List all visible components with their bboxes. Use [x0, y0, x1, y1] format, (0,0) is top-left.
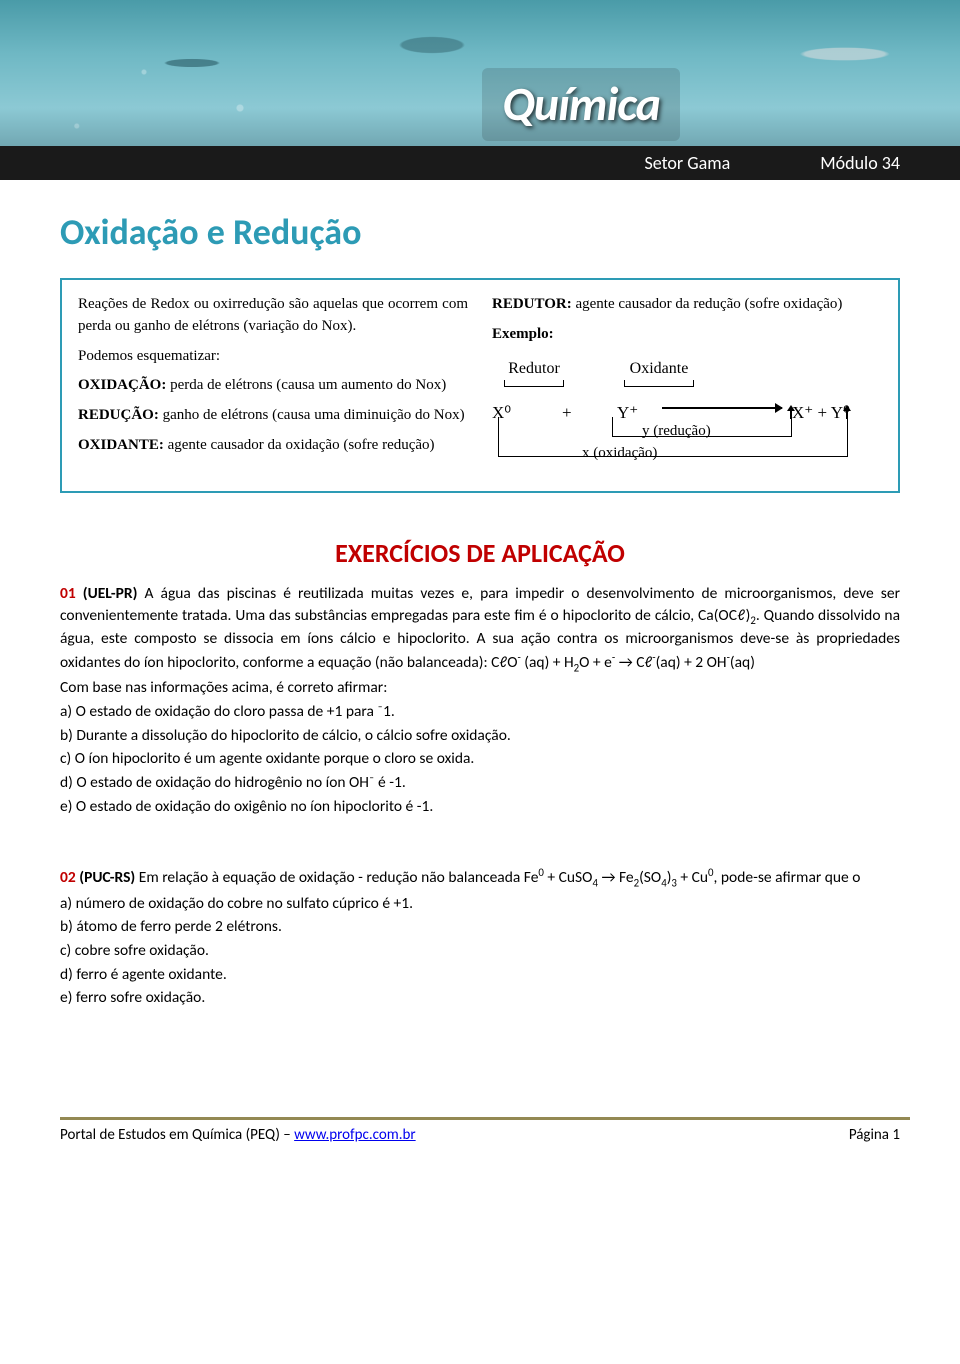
question-02: 02 (PUC-RS) Em relação à equação de oxid… — [60, 865, 900, 1009]
info-exemplo: Exemplo: — [492, 324, 882, 346]
q2-opt-c: c) cobre sofre oxidação. — [60, 940, 900, 962]
banner-title-box: Química — [482, 68, 680, 141]
footer-left: Portal de Estudos em Química (PEQ) – www… — [60, 1126, 416, 1144]
footer-page: Página 1 — [849, 1126, 900, 1144]
info-redutor-label: REDUTOR: — [492, 296, 572, 312]
q2-opt-d: d) ferro é agente oxidante. — [60, 964, 900, 986]
banner-setor: Setor Gama — [644, 152, 730, 174]
q1-options: Com base nas informações acima, é corret… — [60, 677, 900, 817]
q2-body-2: + CuSO — [544, 868, 593, 887]
info-col-right: REDUTOR: agente causador da redução (sof… — [492, 294, 882, 473]
info-intro: Reações de Redox ou oxirredução são aque… — [78, 294, 468, 338]
q1-body-6: (aq) + 2 OH — [656, 653, 727, 672]
diag-arrow — [662, 407, 782, 409]
q2-body-7: , pode-se afirmar que o — [714, 868, 861, 887]
q1-body-5: → Cℓ — [615, 653, 652, 672]
q1-num: 01 — [60, 584, 76, 603]
banner-subbar: Setor Gama Módulo 34 — [0, 146, 960, 180]
footer-text: Portal de Estudos em Química (PEQ) – — [60, 1126, 294, 1144]
info-oxidante-text: agente causador da oxidação (sofre reduç… — [164, 437, 435, 453]
q1-combase: Com base nas informações acima, é corret… — [60, 677, 900, 699]
diag-ox-bracket — [498, 417, 848, 457]
q2-body-4: (SO — [639, 868, 661, 887]
diag-redutor: Redutor — [504, 356, 564, 382]
info-red-text: ganho de elétrons (causa uma diminuição … — [159, 407, 465, 423]
info-oxidante: OXIDANTE: agente causador da oxidação (s… — [78, 435, 468, 457]
info-red-label: REDUÇÃO: — [78, 407, 159, 423]
q1-opt-d: d) O estado de oxidação do hidrogênio no… — [60, 772, 900, 794]
exercises-title: EXERCÍCIOS DE APLICAÇÃO — [60, 537, 900, 569]
q2-body-6: + Cu — [677, 868, 708, 887]
q2-body-1: Em relação à equação de oxidação - reduç… — [135, 868, 538, 887]
banner-modulo: Módulo 34 — [820, 152, 900, 174]
q1-opt-a: a) O estado de oxidação do cloro passa d… — [60, 701, 900, 723]
header-banner: Química Setor Gama Módulo 34 — [0, 0, 960, 180]
diag-oxidante: Oxidante — [624, 356, 694, 382]
footer-link[interactable]: www.profpc.com.br — [294, 1126, 416, 1144]
q1-opt-e: e) O estado de oxidação do oxigênio no í… — [60, 796, 900, 818]
q1-body-7: (aq) — [730, 653, 755, 672]
q1-source: (UEL-PR) — [83, 584, 138, 603]
q1-opt-c: c) O íon hipoclorito é um agente oxidant… — [60, 748, 900, 770]
page-content: Oxidação e Redução Reações de Redox ou o… — [0, 180, 960, 1077]
page-footer: Portal de Estudos em Química (PEQ) – www… — [0, 1126, 960, 1174]
info-red: REDUÇÃO: ganho de elétrons (causa uma di… — [78, 405, 468, 427]
q2-body-3: → Fe — [598, 868, 634, 887]
q1-opt-b: b) Durante a dissolução do hipoclorito d… — [60, 725, 900, 747]
info-oxid-label: OXIDAÇÃO: — [78, 377, 166, 393]
diag-xox: x (oxidação) — [582, 441, 657, 465]
q2-opt-b: b) átomo de ferro perde 2 elétrons. — [60, 916, 900, 938]
q1-body-3: (aq) + H — [521, 653, 574, 672]
info-redutor-text: agente causador da redução (sofre oxidaç… — [572, 296, 843, 312]
q2-source: (PUC-RS) — [79, 868, 135, 887]
info-redutor: REDUTOR: agente causador da redução (sof… — [492, 294, 882, 316]
q2-opt-a: a) número de oxidação do cobre no sulfat… — [60, 893, 900, 915]
info-oxid: OXIDAÇÃO: perda de elétrons (causa um au… — [78, 375, 468, 397]
q1-body-4: O + e — [579, 653, 612, 672]
banner-title: Química — [502, 74, 660, 133]
info-esq: Podemos esquematizar: — [78, 346, 468, 368]
q2-opt-e: e) ferro sofre oxidação. — [60, 987, 900, 1009]
info-col-left: Reações de Redox ou oxirredução são aque… — [78, 294, 468, 473]
info-oxidante-label: OXIDANTE: — [78, 437, 164, 453]
q2-options: a) número de oxidação do cobre no sulfat… — [60, 893, 900, 1009]
info-oxid-text: perda de elétrons (causa um aumento do N… — [166, 377, 446, 393]
info-box: Reações de Redox ou oxirredução são aque… — [60, 278, 900, 493]
info-exemplo-label: Exemplo: — [492, 326, 554, 342]
redox-diagram: Redutor Oxidante X⁰ + Y⁺ X⁺ + Y⁰ y (redu… — [492, 356, 882, 474]
question-01: 01 (UEL-PR) A água das piscinas é reutil… — [60, 583, 900, 817]
page-title: Oxidação e Redução — [60, 210, 900, 254]
diag-ox-arrow — [846, 411, 848, 419]
footer-rule — [60, 1117, 910, 1120]
q2-num: 02 — [60, 868, 76, 887]
